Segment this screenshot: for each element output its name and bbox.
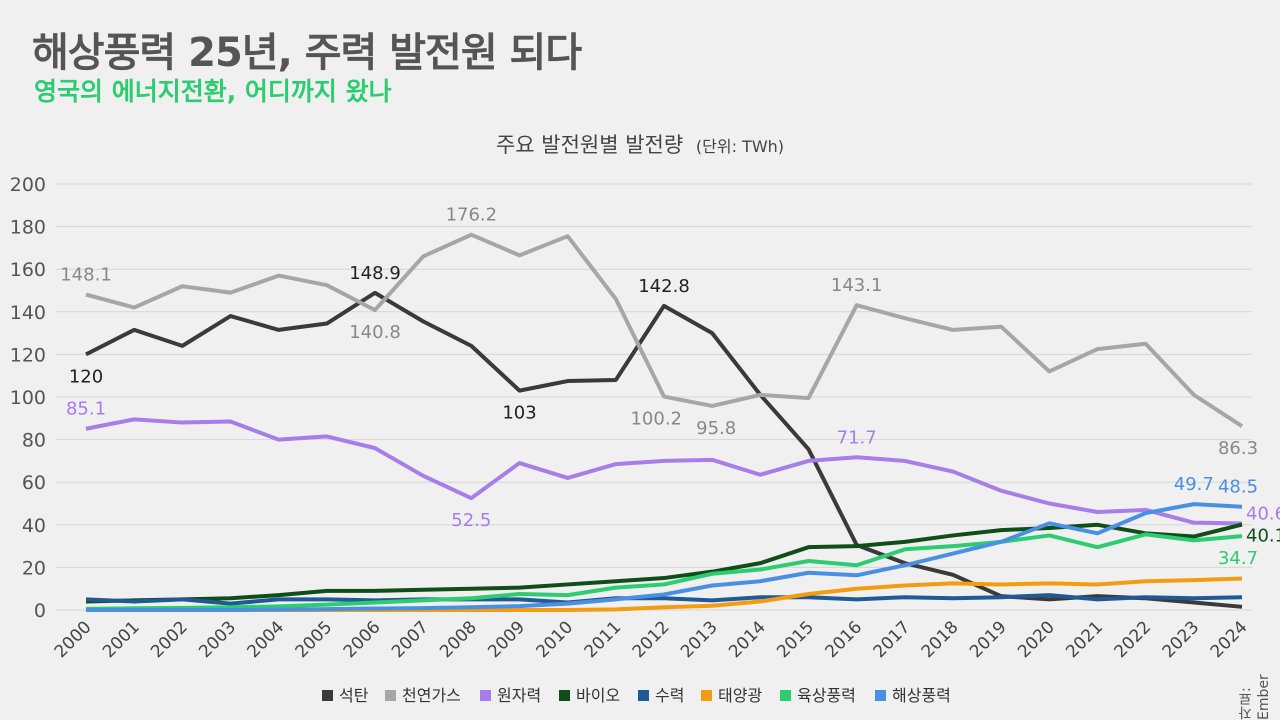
x-tick-label: 2005 xyxy=(292,617,337,662)
data-label: 85.1 xyxy=(66,399,106,420)
chart-title-main: 주요 발전원별 발전량 xyxy=(496,133,683,157)
x-tick-label: 2000 xyxy=(51,617,96,662)
legend-swatch xyxy=(875,690,886,701)
legend-swatch xyxy=(559,690,570,701)
y-tick-label: 100 xyxy=(10,387,46,409)
data-label: 95.8 xyxy=(696,418,736,439)
legend-label: 육상풍력 xyxy=(797,686,856,705)
y-tick-label: 180 xyxy=(10,217,46,239)
x-tick-label: 2017 xyxy=(870,617,915,662)
page-title: 해상풍력 25년, 주력 발전원 되다 xyxy=(32,30,582,76)
legend-swatch xyxy=(701,690,712,701)
series-line-원자력 xyxy=(85,417,1243,526)
data-label: 40.1 xyxy=(1246,526,1280,547)
chart-unit: (단위: TWh) xyxy=(696,137,784,156)
data-label: 148.9 xyxy=(349,263,401,284)
x-tick-label: 2014 xyxy=(725,617,770,662)
y-tick-label: 120 xyxy=(10,344,46,366)
legend-label: 수력 xyxy=(655,686,684,705)
data-label: 143.1 xyxy=(831,275,883,296)
data-label: 103 xyxy=(502,403,536,424)
data-label: 34.7 xyxy=(1218,548,1258,569)
x-tick-label: 2019 xyxy=(966,617,1011,662)
data-label: 52.5 xyxy=(451,510,491,531)
legend-swatch xyxy=(480,690,491,701)
x-tick-label: 2020 xyxy=(1014,617,1059,662)
data-label: 148.1 xyxy=(60,265,112,286)
y-tick-label: 200 xyxy=(10,174,46,196)
x-tick-label: 2003 xyxy=(195,617,240,662)
legend-swatch xyxy=(780,690,791,701)
x-tick-label: 2010 xyxy=(532,617,577,662)
x-tick-label: 2012 xyxy=(629,617,674,662)
x-tick-label: 2018 xyxy=(918,617,963,662)
legend-label: 석탄 xyxy=(339,686,369,705)
legend-label: 해상풍력 xyxy=(892,686,951,705)
data-label: 142.8 xyxy=(638,276,690,297)
y-tick-label: 0 xyxy=(34,600,46,622)
x-tick-label: 2023 xyxy=(1159,617,1204,662)
x-tick-label: 2021 xyxy=(1062,617,1107,662)
x-tick-label: 2024 xyxy=(1207,617,1252,662)
legend-label: 원자력 xyxy=(497,686,541,705)
data-label: 40.6 xyxy=(1246,504,1280,525)
y-tick-label: 80 xyxy=(22,430,46,452)
x-tick-label: 2009 xyxy=(484,617,529,662)
series-line-석탄 xyxy=(85,290,1243,609)
data-label: 49.7 xyxy=(1174,474,1214,495)
data-label: 120 xyxy=(69,366,103,387)
y-tick-label: 40 xyxy=(22,515,46,537)
x-tick-label: 2013 xyxy=(677,617,722,662)
series-line-바이오 xyxy=(85,522,1243,604)
x-tick-label: 2001 xyxy=(99,617,144,662)
y-tick-label: 140 xyxy=(10,302,46,324)
data-label: 176.2 xyxy=(446,205,498,226)
y-tick-label: 160 xyxy=(10,259,46,281)
legend-label: 바이오 xyxy=(576,686,620,705)
legend-swatch xyxy=(322,690,333,701)
x-tick-label: 2004 xyxy=(243,617,288,662)
x-tick-label: 2006 xyxy=(340,617,385,662)
x-tick-label: 2008 xyxy=(436,617,481,662)
series-line-육상풍력 xyxy=(85,532,1243,611)
x-tick-label: 2015 xyxy=(773,617,818,662)
legend-swatch xyxy=(385,690,396,701)
legend-swatch xyxy=(638,690,649,701)
data-label: 71.7 xyxy=(837,427,877,448)
y-tick-label: 60 xyxy=(22,472,46,494)
series-line-천연가스 xyxy=(85,232,1244,428)
series-line-해상풍력 xyxy=(86,502,1243,612)
chart-title: 주요 발전원별 발전량 (단위: TWh) xyxy=(496,133,784,157)
series-line-수력 xyxy=(85,593,1243,606)
x-tick-label: 2011 xyxy=(581,617,626,662)
y-tick-label: 20 xyxy=(22,557,46,579)
data-label: 100.2 xyxy=(630,409,682,430)
legend-label: 태양광 xyxy=(718,686,762,705)
x-tick-label: 2016 xyxy=(821,617,866,662)
x-tick-label: 2022 xyxy=(1110,617,1155,662)
data-label: 86.3 xyxy=(1218,438,1258,459)
page-subtitle: 영국의 에너지전환, 어디까지 왔나 xyxy=(34,77,392,106)
x-tick-label: 2007 xyxy=(388,617,433,662)
data-label: 140.8 xyxy=(349,322,401,343)
data-label: 48.5 xyxy=(1218,477,1258,498)
x-tick-label: 2002 xyxy=(147,617,192,662)
legend-label: 천연가스 xyxy=(402,686,461,705)
